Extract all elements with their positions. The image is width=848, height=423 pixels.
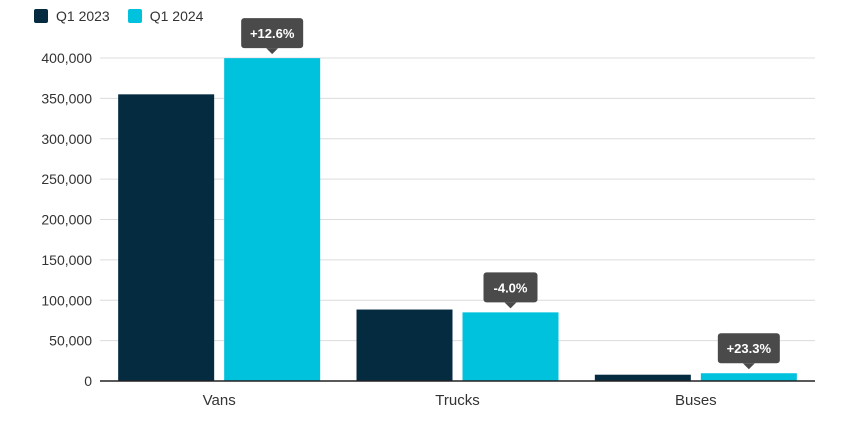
bar-trucks-series-1 [356, 309, 453, 381]
change-callout: -4.0% [483, 272, 538, 309]
x-category-label: Trucks [435, 392, 479, 409]
change-callout: +23.3% [717, 333, 780, 370]
callout-pointer [266, 48, 279, 55]
y-tick-label: 350,000 [41, 90, 92, 106]
x-category-label: Buses [675, 392, 717, 409]
y-tick-label: 250,000 [41, 171, 92, 187]
bar-buses-series-1 [594, 374, 691, 381]
legend-item-series-2: Q1 2024 [127, 8, 204, 24]
callout-label: +23.3% [727, 341, 772, 356]
legend-swatch-series-2 [127, 9, 142, 23]
callout-box [483, 272, 538, 303]
y-tick-label: 0 [84, 373, 92, 389]
callouts: +12.6% -4.0% +23.3% [241, 18, 780, 370]
callout-pointer [742, 363, 755, 370]
y-tick-label: 100,000 [41, 292, 92, 308]
bar-vans-series-2 [224, 58, 321, 381]
y-tick-label: 400,000 [41, 50, 92, 66]
callout-label: -4.0% [494, 280, 528, 295]
legend-label-series-2: Q1 2024 [149, 8, 204, 24]
legend-swatch-series-1 [34, 9, 48, 23]
x-category-label: Vans [203, 392, 236, 409]
callout-box [717, 333, 780, 364]
y-tick-label: 200,000 [41, 212, 92, 228]
bar-trucks-series-2 [462, 312, 559, 381]
change-callout: +12.6% [241, 18, 304, 55]
y-tick-label: 50,000 [49, 333, 92, 349]
callout-box [241, 18, 304, 49]
y-axis-ticks: 0 50,000 100,000 150,000 200,000 250,000 300,0… [41, 50, 92, 389]
y-tick-label: 300,000 [41, 131, 92, 147]
callout-label: +12.6% [250, 26, 295, 41]
bars [118, 58, 797, 382]
legend-label-series-1: Q1 2023 [56, 8, 110, 24]
bar-vans-series-1 [118, 94, 215, 382]
bar-buses-series-2 [700, 373, 797, 381]
x-axis: Vans Trucks Buses [100, 380, 815, 409]
chart-legend: Q1 2023 Q1 2024 [34, 8, 221, 24]
legend-item-series-1: Q1 2023 [34, 8, 110, 24]
callout-pointer [504, 302, 517, 309]
gridlines [100, 57, 815, 342]
y-tick-label: 150,000 [41, 252, 92, 268]
